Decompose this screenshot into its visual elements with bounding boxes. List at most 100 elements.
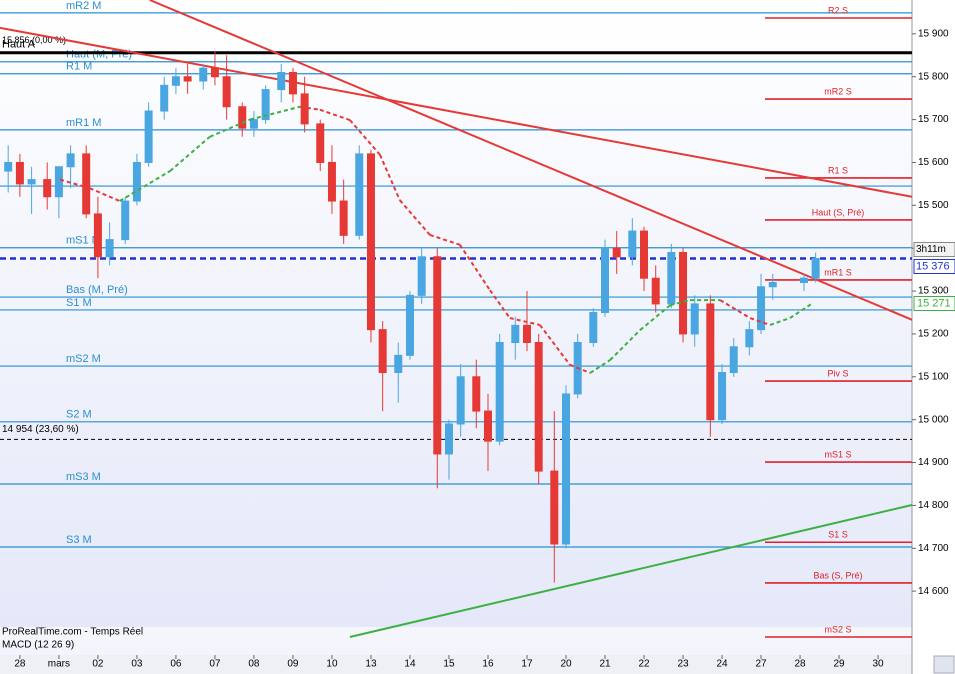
high-line-label: Haut A — [2, 39, 36, 51]
candle-body — [238, 106, 247, 129]
moving-average — [349, 119, 381, 156]
candle-body — [405, 294, 414, 356]
x-tick-label: 16 — [482, 659, 494, 670]
level-label: mS2 S — [824, 624, 851, 634]
level-label: mR2 M — [66, 0, 101, 12]
x-tick-label: 23 — [677, 659, 689, 670]
candle-body — [472, 376, 481, 412]
level-label: S2 M — [66, 409, 92, 421]
x-tick-label: 22 — [638, 659, 650, 670]
candle-body — [534, 342, 543, 472]
moving-average — [169, 135, 211, 172]
y-tick-label: 15 700 — [918, 114, 949, 125]
candle-body — [261, 89, 270, 121]
candle-body — [456, 376, 465, 425]
level-label: Haut (S, Pré) — [812, 207, 865, 217]
candle-body — [394, 354, 403, 374]
moving-average — [749, 317, 771, 326]
moving-average — [569, 363, 591, 374]
x-tick-label: 08 — [248, 659, 260, 670]
moving-average — [379, 154, 401, 201]
y-tick-label: 15 000 — [918, 414, 949, 425]
candle-body — [43, 179, 52, 198]
candle-body — [366, 153, 375, 331]
source: ProRealTime.com - Temps Réel — [2, 627, 143, 638]
moving-average — [249, 105, 301, 121]
candle-body — [171, 76, 180, 86]
x-tick-label: 28 — [14, 659, 26, 670]
y-tick-label: 15 300 — [918, 286, 949, 297]
last-price-box — [913, 258, 955, 274]
moving-average — [319, 108, 351, 121]
moving-average — [59, 178, 90, 190]
candle-body — [628, 230, 637, 258]
level-label: R2 S — [828, 5, 848, 15]
candle-body — [511, 324, 520, 344]
candle-body — [718, 372, 727, 421]
candle-body — [679, 251, 688, 335]
level-label: S3 M — [66, 534, 92, 546]
candle-body — [316, 123, 325, 163]
x-tick-label: 03 — [131, 659, 143, 670]
y-tick-label: 14 600 — [918, 586, 949, 597]
y-tick-label: 15 900 — [918, 29, 949, 40]
candle-body — [417, 256, 426, 296]
candle-body — [729, 346, 738, 374]
x-tick-label: 29 — [833, 659, 845, 670]
level-label: R1 S — [828, 165, 848, 175]
moving-average — [669, 299, 691, 307]
moving-average — [509, 317, 541, 326]
candle-body — [15, 161, 24, 185]
moving-average — [399, 199, 431, 236]
candle-body — [54, 166, 63, 198]
candle-body — [640, 230, 649, 279]
level-label: S1 M — [66, 297, 92, 309]
level-label: mS1 S — [824, 449, 851, 459]
scroll-button[interactable] — [933, 655, 955, 674]
last-price-value: 15 376 — [916, 260, 950, 272]
x-tick-label: 10 — [326, 659, 338, 670]
indicator-label: MACD (12 26 9) — [2, 640, 74, 651]
candle-body — [121, 200, 130, 241]
x-tick-label: 14 — [404, 659, 416, 670]
level-label: mR2 S — [824, 86, 852, 96]
y-tick-label: 14 700 — [918, 543, 949, 554]
x-tick-label: 17 — [521, 659, 533, 670]
moving-average — [119, 170, 171, 202]
moving-average — [609, 329, 641, 361]
candle-body — [522, 324, 531, 344]
candle-body — [757, 286, 766, 331]
candle-body — [93, 213, 102, 258]
candle-body — [745, 329, 754, 348]
candle-body — [288, 71, 297, 95]
y-tick-label: 15 100 — [918, 371, 949, 382]
candle-body — [799, 277, 808, 283]
timer-box — [913, 241, 955, 257]
moving-average — [209, 118, 251, 138]
y-tick-label: 15 500 — [918, 200, 949, 211]
x-tick-label: 13 — [365, 659, 377, 670]
candle-body — [495, 342, 504, 442]
trend-line — [349, 503, 913, 638]
candle-body — [82, 153, 91, 215]
candle-body — [249, 119, 258, 129]
timer: 3h11m — [916, 244, 946, 255]
x-tick-label: 30 — [873, 659, 885, 670]
candle-body — [690, 303, 699, 335]
candle-body — [210, 67, 219, 78]
candle-body — [433, 256, 442, 455]
x-tick-label: mars — [48, 659, 70, 670]
candle-body — [27, 179, 36, 185]
moving-average — [299, 105, 321, 111]
candle-body — [105, 239, 114, 258]
moving-average — [459, 244, 491, 291]
x-tick-label: 06 — [170, 659, 182, 670]
y-tick-label: 14 800 — [918, 500, 949, 511]
candle-body — [768, 281, 777, 288]
candle-body — [199, 67, 208, 82]
x-tick-label: 24 — [716, 659, 728, 670]
candle-body — [562, 393, 571, 545]
candle-body — [811, 257, 820, 279]
x-tick-label: 20 — [560, 659, 572, 670]
